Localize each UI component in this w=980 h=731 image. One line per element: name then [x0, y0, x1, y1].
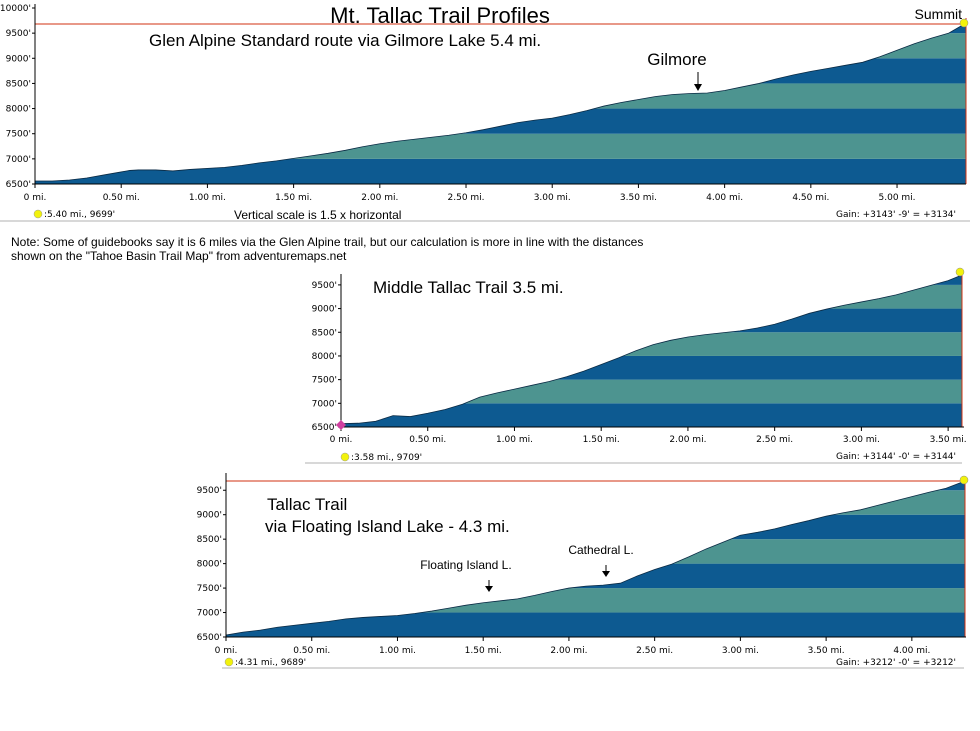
profile-outline	[225, 480, 966, 636]
profile-outline	[340, 274, 963, 425]
x-tick-label: 1.00 mi.	[379, 646, 416, 656]
y-tick-label: 9000'	[312, 305, 337, 315]
summit-label: Summit	[915, 6, 963, 22]
annotation-floating-island: Floating Island L.	[420, 558, 511, 572]
chart-title-glen-alpine: Glen Alpine Standard route via Gilmore L…	[149, 31, 541, 50]
x-tick-label: 0 mi.	[215, 646, 238, 656]
elevation-band	[341, 355, 962, 380]
position-readout: :3.58 mi., 9709'	[351, 453, 422, 463]
x-tick-label: 5.00 mi.	[879, 193, 916, 203]
x-tick-label: 1.50 mi.	[275, 193, 312, 203]
distance-note: Note: Some of guidebooks say it is 6 mil…	[11, 235, 711, 263]
y-tick-label: 9500'	[6, 29, 31, 39]
elevation-band	[35, 83, 966, 109]
y-tick-label: 6500'	[6, 180, 31, 190]
page-title: Mt. Tallac Trail Profiles	[330, 3, 550, 28]
annotation-arrowhead	[694, 84, 702, 91]
x-tick-label: 2.50 mi.	[636, 646, 673, 656]
gain-label: Gain: +3144' -0' = +3144'	[836, 452, 956, 462]
x-tick-label: 2.50 mi.	[756, 435, 793, 445]
elevation-band	[35, 58, 966, 84]
note-line-1: Note: Some of guidebooks say it is 6 mil…	[11, 235, 644, 249]
y-tick-label: 9500'	[312, 281, 337, 291]
summit-marker	[959, 475, 969, 485]
elevation-band	[226, 588, 965, 613]
x-tick-label: 4.50 mi.	[792, 193, 829, 203]
x-tick-label: 2.00 mi.	[361, 193, 398, 203]
tallac-trail-profile: 6500' 7000' 7500' 8000' 8500' 9000' 9500' 0 mi…	[197, 473, 969, 669]
y-tick-label: 8000'	[6, 105, 31, 115]
chart-title-tallac-line1: Tallac Trail	[267, 495, 347, 514]
x-tick-label: 3.50 mi.	[930, 435, 967, 445]
x-tick-label: 3.00 mi.	[843, 435, 880, 445]
x-tick-label: 4.00 mi.	[893, 646, 930, 656]
x-tick-label: 1.50 mi.	[465, 646, 502, 656]
x-tick-label: 1.00 mi.	[496, 435, 533, 445]
note-line-2: shown on the "Tahoe Basin Trail Map" fro…	[11, 249, 347, 263]
x-tick-label: 2.00 mi.	[669, 435, 706, 445]
elevation-band	[35, 108, 966, 134]
elevation-band	[35, 133, 966, 159]
profile-outline	[35, 22, 967, 182]
position-marker-icon	[224, 657, 234, 667]
x-tick-label: 1.00 mi.	[189, 193, 226, 203]
x-tick-label: 1.50 mi.	[583, 435, 620, 445]
x-tick-label: 0 mi.	[24, 193, 47, 203]
x-tick-label: 2.50 mi.	[448, 193, 485, 203]
y-tick-label: 7000'	[6, 155, 31, 165]
y-tick-label: 9500'	[197, 486, 222, 496]
elevation-band	[226, 563, 965, 589]
y-tick-label: 6500'	[312, 423, 337, 433]
y-tick-label: 7000'	[312, 399, 337, 409]
elevation-band	[341, 308, 962, 333]
position-readout: :5.40 mi., 9699'	[44, 210, 115, 220]
summit-marker	[959, 18, 969, 28]
position-marker-icon	[340, 452, 350, 462]
annotation-arrowhead	[485, 586, 493, 592]
gain-label: Gain: +3212' -0' = +3212'	[836, 658, 956, 668]
y-tick-label: 9000'	[6, 54, 31, 64]
x-tick-label: 2.00 mi.	[550, 646, 587, 656]
elevation-band	[341, 403, 962, 427]
summit-marker	[955, 267, 965, 277]
x-tick-label: 0.50 mi.	[293, 646, 330, 656]
chart-title-middle-tallac: Middle Tallac Trail 3.5 mi.	[373, 278, 564, 297]
x-tick-label: 4.00 mi.	[706, 193, 743, 203]
elevation-band	[226, 612, 965, 637]
y-tick-label: 7500'	[197, 584, 222, 594]
x-tick-label: 3.50 mi.	[808, 646, 845, 656]
y-tick-label: 10000'	[0, 4, 31, 14]
annotation-cathedral: Cathedral L.	[568, 543, 633, 557]
y-tick-label: 7500'	[6, 130, 31, 140]
start-marker	[336, 420, 346, 430]
x-tick-label: 3.00 mi.	[534, 193, 571, 203]
y-tick-label: 7500'	[312, 376, 337, 386]
x-tick-label: 3.00 mi.	[722, 646, 759, 656]
y-tick-label: 8000'	[312, 352, 337, 362]
glen-alpine-profile: 6500' 7000' 7500' 8000' 8500' 9000' 9500' 10000…	[0, 3, 970, 222]
position-readout: :4.31 mi., 9689'	[235, 658, 306, 668]
elevation-band	[35, 158, 966, 184]
y-tick-label: 6500'	[197, 633, 222, 643]
y-tick-label: 8000'	[197, 560, 222, 570]
elevation-band	[341, 332, 962, 356]
x-tick-label: 0.50 mi.	[103, 193, 140, 203]
x-tick-label: 3.50 mi.	[620, 193, 657, 203]
x-tick-label: 0.50 mi.	[409, 435, 446, 445]
chart-title-tallac-line2: via Floating Island Lake - 4.3 mi.	[265, 517, 510, 536]
middle-tallac-profile: 6500' 7000' 7500' 8000' 8500' 9000' 9500' 0 mi…	[305, 267, 967, 464]
annotation-arrowhead	[602, 571, 610, 577]
gain-label: Gain: +3143' -9' = +3134'	[836, 210, 956, 220]
x-tick-label: 0 mi.	[330, 435, 353, 445]
elevation-band	[341, 379, 962, 404]
position-marker-icon	[33, 209, 43, 219]
y-tick-label: 8500'	[312, 328, 337, 338]
scale-note: Vertical scale is 1.5 x horizontal	[234, 208, 401, 222]
y-tick-label: 9000'	[197, 511, 222, 521]
annotation-gilmore: Gilmore	[647, 50, 707, 69]
y-tick-label: 8500'	[197, 535, 222, 545]
y-tick-label: 7000'	[197, 609, 222, 619]
y-tick-label: 8500'	[6, 79, 31, 89]
